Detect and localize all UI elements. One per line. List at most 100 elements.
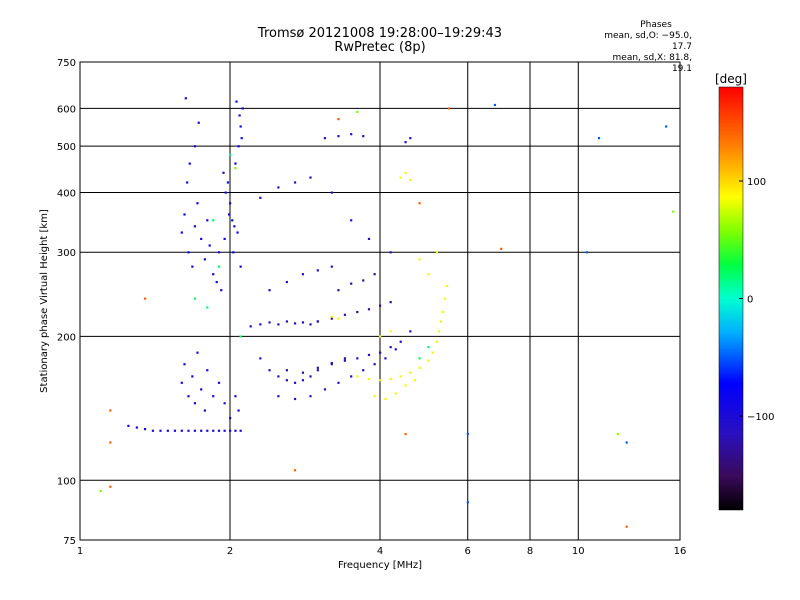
data-point [362, 369, 365, 372]
data-point [234, 429, 237, 432]
data-point [233, 225, 236, 228]
data-point [293, 469, 297, 472]
data-point [316, 269, 319, 272]
data-point [389, 330, 392, 333]
x-tick-label: 16 [674, 546, 687, 557]
data-point [193, 225, 197, 228]
data-point [259, 323, 262, 326]
data-point [409, 137, 412, 140]
data-point [186, 181, 189, 184]
data-point [240, 137, 243, 140]
data-point [330, 265, 333, 268]
data-point [227, 213, 231, 216]
data-point [431, 351, 434, 354]
data-point [234, 167, 237, 170]
data-point [439, 320, 443, 323]
data-point [330, 317, 333, 320]
data-point [301, 321, 305, 324]
data-point [379, 379, 382, 382]
data-point [309, 323, 312, 326]
data-point [389, 377, 392, 381]
data-point [384, 397, 387, 401]
colorbar-ticks: 100 0 −100 [739, 177, 774, 423]
data-point [109, 409, 112, 412]
y-tick-label: 75 [63, 536, 76, 547]
data-point [183, 363, 186, 366]
data-point [373, 273, 376, 276]
data-point [316, 366, 319, 369]
data-point [217, 265, 221, 268]
colorbar: [deg] 100 0 −100 [715, 72, 774, 511]
data-point [222, 171, 225, 174]
data-point [277, 186, 280, 189]
data-point [409, 330, 412, 333]
data-point [466, 501, 469, 504]
data-point [188, 162, 191, 165]
data-point [466, 432, 469, 436]
data-point [223, 237, 226, 241]
data-point [323, 388, 327, 391]
data-point [239, 335, 242, 338]
data-point [268, 369, 271, 372]
data-point [135, 426, 138, 429]
phase-statistics-header: Phases [640, 20, 672, 30]
data-point [197, 121, 200, 124]
data-point [445, 284, 449, 288]
data-point [367, 237, 371, 241]
data-point [379, 304, 382, 307]
chart-title: Tromsø 20121008 19:28:00–19:29:43 RwPret… [200, 27, 560, 55]
data-point [187, 251, 190, 254]
data-point [285, 369, 288, 372]
data-point [224, 191, 227, 194]
data-point [234, 162, 237, 165]
data-point [373, 395, 376, 398]
data-point [337, 117, 340, 121]
data-point [277, 395, 280, 398]
data-point [309, 395, 312, 398]
axis-ticks: 1 2 4 6 8 10 16 75 100 200 300 400 500 600 750 [57, 58, 686, 557]
data-point [159, 429, 162, 432]
data-point [330, 315, 333, 318]
data-point [237, 145, 240, 148]
x-tick-label: 1 [77, 546, 83, 557]
y-tick-label: 200 [57, 332, 76, 343]
data-point [180, 231, 183, 234]
data-point [413, 379, 417, 382]
data-point [285, 379, 288, 382]
data-point [350, 282, 353, 285]
data-point [277, 323, 280, 326]
data-point [350, 133, 353, 136]
chart-title-line2: RwPretec (8p) [334, 40, 426, 55]
data-point [239, 429, 242, 432]
data-point [330, 361, 333, 365]
data-point [206, 369, 209, 372]
data-point [217, 251, 221, 254]
y-tick-label: 750 [57, 58, 76, 69]
data-point [212, 429, 215, 432]
data-point [447, 107, 451, 110]
data-point [268, 289, 271, 292]
data-point [500, 247, 503, 250]
data-point [343, 357, 347, 360]
data-point [187, 395, 190, 398]
data-point [293, 381, 297, 384]
data-point [241, 107, 244, 110]
data-point [208, 244, 211, 247]
data-point [285, 280, 288, 284]
data-point [316, 369, 319, 372]
data-point [418, 366, 421, 369]
data-point [109, 441, 112, 444]
data-point [404, 141, 407, 144]
data-point [229, 202, 232, 205]
data-point [239, 265, 242, 268]
data-point [193, 402, 197, 405]
data-point [259, 357, 262, 360]
data-point [379, 351, 382, 354]
data-point [350, 219, 353, 222]
data-point [301, 371, 305, 374]
data-point [384, 357, 387, 360]
data-point [223, 402, 226, 405]
y-tick-label: 400 [57, 188, 76, 199]
data-point [249, 325, 252, 328]
